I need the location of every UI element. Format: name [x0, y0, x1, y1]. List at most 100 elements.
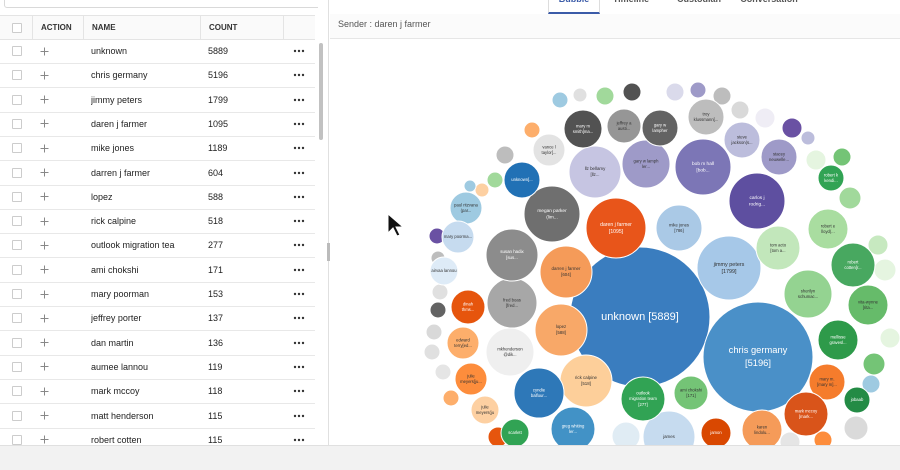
add-button[interactable] — [40, 379, 50, 403]
tab[interactable]: Timeline — [600, 0, 662, 12]
row-checkbox[interactable] — [12, 46, 22, 56]
bubble[interactable]: mkhenderson@dik... — [485, 327, 535, 377]
bubble[interactable] — [800, 130, 816, 146]
bubble[interactable] — [442, 389, 460, 407]
bubble[interactable]: jamon — [700, 417, 732, 445]
bubble[interactable]: greg whitingler... — [550, 406, 596, 445]
row-menu[interactable] — [293, 88, 307, 112]
row-menu[interactable] — [293, 306, 307, 330]
bubble[interactable]: jimmy peters[1799] — [696, 235, 762, 301]
bubble[interactable] — [425, 323, 443, 341]
bubble[interactable] — [611, 421, 641, 445]
add-button[interactable] — [40, 331, 50, 355]
add-button[interactable] — [40, 185, 50, 209]
bubble[interactable]: stevejackson(s... — [723, 121, 761, 159]
bubble[interactable]: airvaa lannou — [429, 256, 459, 286]
row-checkbox[interactable] — [12, 386, 22, 397]
bubble[interactable] — [805, 149, 827, 171]
bubble[interactable] — [813, 430, 833, 445]
tab[interactable]: Bubble — [548, 0, 600, 14]
row-menu[interactable] — [293, 331, 307, 355]
bubble[interactable]: mark mccoy[mark... — [783, 391, 829, 437]
add-button[interactable] — [40, 355, 50, 379]
bubble[interactable]: james — [642, 410, 696, 445]
bubble[interactable]: daren j farmer[1095] — [585, 197, 647, 259]
bubble[interactable]: chris germany [5196] — [702, 301, 814, 413]
bubble[interactable] — [712, 86, 732, 106]
bubble[interactable] — [862, 352, 886, 376]
bubble[interactable] — [861, 374, 881, 394]
bubble[interactable] — [665, 82, 685, 102]
bubble[interactable]: jeffrey aausti... — [606, 108, 642, 144]
tab[interactable]: Conversation — [730, 0, 808, 12]
row-menu[interactable] — [293, 112, 307, 136]
bubble[interactable]: darren j farmer[604] — [539, 245, 593, 299]
bubble[interactable]: mary poorma... — [441, 220, 475, 254]
row-checkbox[interactable] — [12, 143, 22, 154]
row-menu[interactable] — [293, 136, 307, 160]
bubble[interactable]: mary m.[mary m]... — [808, 363, 846, 401]
bubble[interactable]: staceyneuwelle... — [760, 138, 798, 176]
bubble[interactable]: vita-wynne[rita... — [847, 284, 889, 326]
bubble[interactable] — [689, 81, 707, 99]
bubble[interactable]: scarlett — [500, 418, 530, 445]
bubble[interactable] — [843, 415, 869, 441]
bubble[interactable] — [486, 171, 504, 189]
bubble[interactable] — [572, 87, 588, 103]
bubble[interactable]: paul ritzvana(par... — [449, 191, 483, 225]
bubble[interactable] — [463, 179, 477, 193]
bubble[interactable]: robert elloyd(... — [807, 208, 849, 250]
bubble[interactable]: mellissegravesl... — [817, 319, 859, 361]
bubble[interactable] — [423, 343, 441, 361]
row-menu[interactable] — [293, 161, 307, 185]
bubble[interactable]: troyklussmann[... — [687, 98, 725, 136]
bubble[interactable]: bob m hall[bob... — [674, 138, 732, 196]
row-checkbox[interactable] — [12, 434, 22, 445]
bubble[interactable]: megan parker(lim... — [523, 185, 581, 243]
row-menu[interactable] — [293, 258, 307, 282]
add-button[interactable] — [40, 136, 50, 160]
row-menu[interactable] — [293, 39, 307, 63]
bubble[interactable]: ami chokshi[171] — [673, 375, 709, 411]
row-checkbox[interactable] — [12, 361, 22, 372]
bubble[interactable] — [434, 202, 450, 218]
bubble[interactable]: robertcotten[r... — [830, 242, 876, 288]
bubble[interactable] — [434, 363, 452, 381]
row-checkbox[interactable] — [12, 410, 22, 421]
bubble[interactable]: carlos jrodrig... — [728, 172, 786, 230]
row-checkbox[interactable] — [12, 70, 22, 81]
row-checkbox[interactable] — [12, 118, 22, 129]
bubble[interactable] — [551, 91, 569, 109]
add-button[interactable] — [40, 404, 50, 428]
bubble[interactable]: sherilynschumac... — [783, 269, 833, 319]
bubble[interactable]: juliemeyers[ju... — [454, 362, 488, 396]
column-header[interactable]: COUNT — [200, 16, 291, 39]
scrollbar-thumb[interactable] — [319, 43, 323, 140]
add-button[interactable] — [40, 428, 50, 445]
add-button[interactable] — [40, 233, 50, 257]
bubble[interactable]: rick calpine[518] — [559, 354, 613, 408]
bubble[interactable] — [431, 283, 449, 301]
add-button[interactable] — [40, 63, 50, 87]
row-menu[interactable] — [293, 404, 307, 428]
bubble[interactable] — [867, 234, 889, 256]
add-button[interactable] — [40, 209, 50, 233]
bubble[interactable]: dinahthms... — [450, 289, 486, 325]
select-all-checkbox[interactable] — [12, 22, 22, 33]
bubble[interactable] — [523, 121, 541, 139]
row-menu[interactable] — [293, 209, 307, 233]
add-button[interactable] — [40, 39, 50, 63]
bubble[interactable]: unknown[... — [503, 161, 541, 199]
bubble[interactable] — [730, 100, 750, 120]
row-menu[interactable] — [293, 355, 307, 379]
bubble[interactable]: tom acto[tom a... — [755, 225, 801, 271]
row-menu[interactable] — [293, 428, 307, 445]
bubble[interactable]: karenlindolu... — [741, 409, 783, 445]
row-menu[interactable] — [293, 233, 307, 257]
bubble[interactable] — [879, 327, 900, 349]
bubble[interactable] — [779, 431, 801, 445]
bubble[interactable]: susan hadix[sus... — [485, 228, 539, 282]
